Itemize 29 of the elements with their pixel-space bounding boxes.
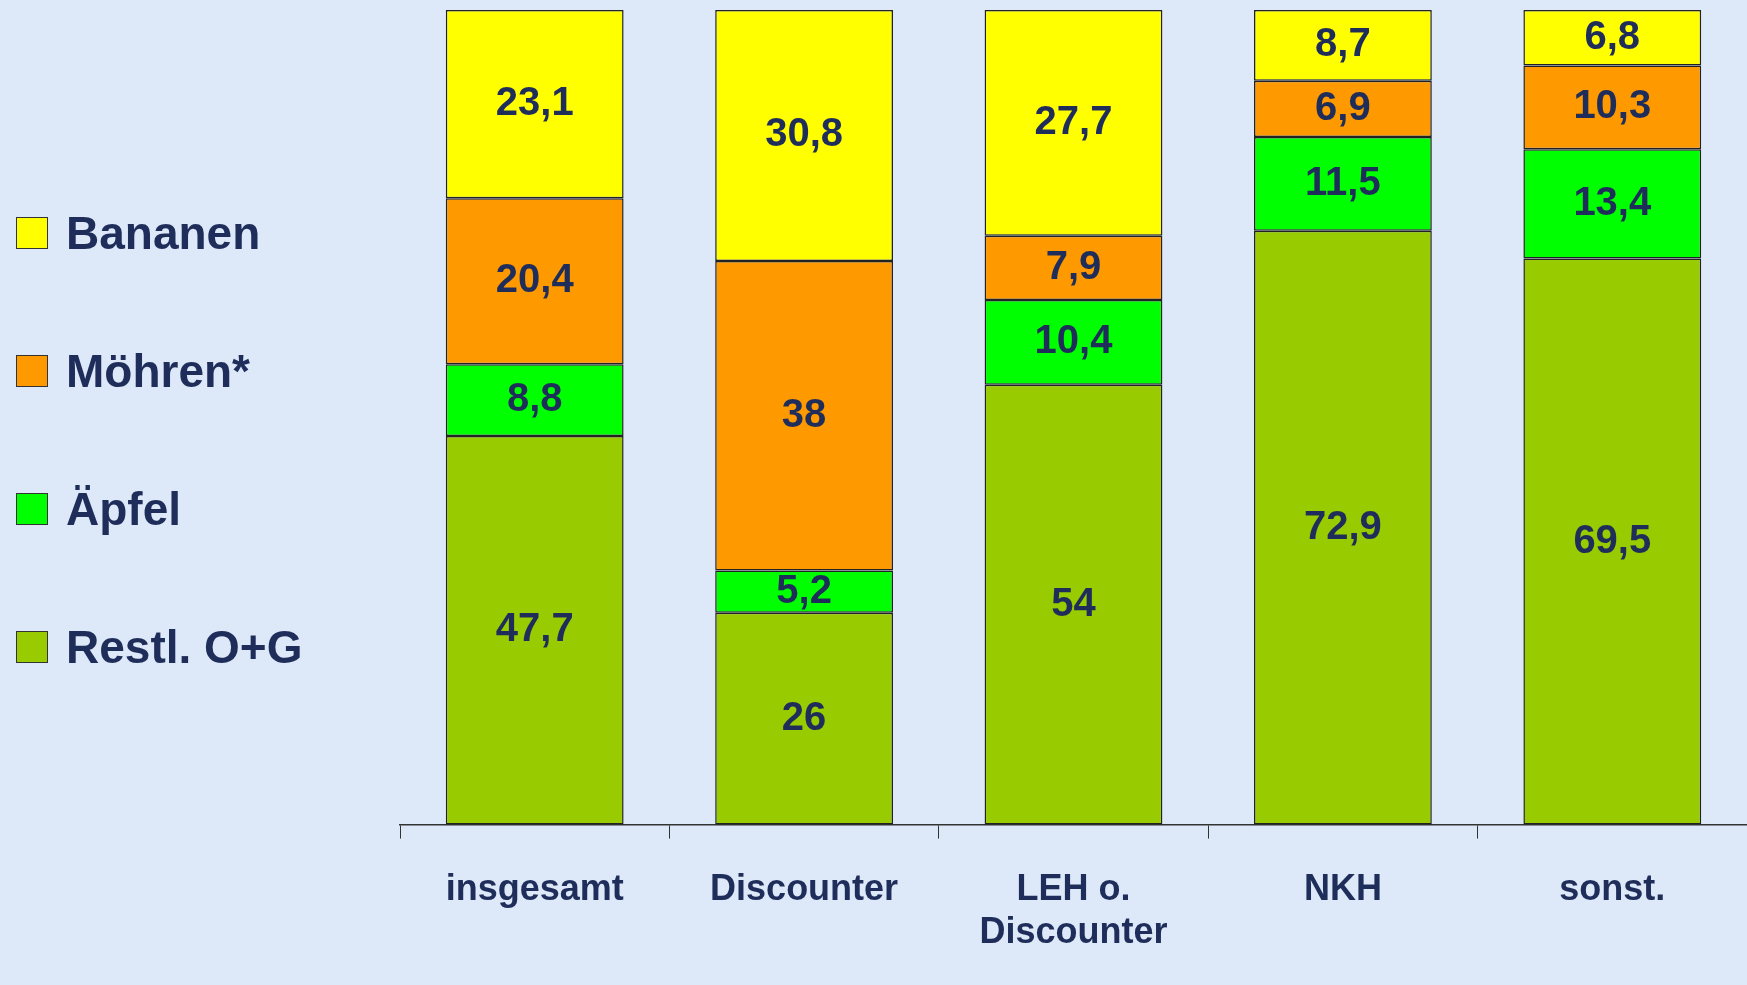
legend-label: Äpfel bbox=[66, 483, 181, 535]
data-label: 10,4 bbox=[1034, 317, 1114, 362]
data-label: 30,8 bbox=[765, 110, 844, 155]
data-label: 69,5 bbox=[1573, 516, 1652, 561]
data-label: 72,9 bbox=[1303, 502, 1382, 547]
legend-label: Möhren* bbox=[66, 345, 250, 397]
data-label: 47,7 bbox=[495, 605, 574, 650]
data-label: 54 bbox=[1051, 579, 1097, 624]
legend-label: Restl. O+G bbox=[66, 621, 303, 673]
x-tick-label: LEH o. Discounter bbox=[979, 867, 1168, 952]
data-label: 10,3 bbox=[1573, 82, 1652, 127]
data-label: 20,4 bbox=[495, 256, 575, 301]
data-label: 8,8 bbox=[506, 375, 563, 420]
data-label: 38 bbox=[781, 390, 827, 435]
data-label: 7,9 bbox=[1045, 242, 1102, 287]
x-tick-label: Discounter bbox=[710, 867, 899, 909]
x-tick-label: insgesamt bbox=[445, 867, 624, 909]
data-label: 6,9 bbox=[1315, 84, 1371, 129]
data-label: 13,4 bbox=[1573, 178, 1652, 223]
x-tick-label: NKH bbox=[1303, 867, 1382, 909]
data-label: 6,8 bbox=[1584, 12, 1641, 57]
data-label: 23,1 bbox=[495, 79, 574, 124]
data-label: 5,2 bbox=[776, 566, 832, 611]
data-label: 27,7 bbox=[1034, 97, 1113, 142]
data-label: 11,5 bbox=[1305, 158, 1381, 203]
x-tick-label: sonst. bbox=[1559, 867, 1666, 909]
data-label: 26 bbox=[781, 693, 827, 738]
legend-label: Bananen bbox=[66, 207, 261, 259]
data-label: 8,7 bbox=[1315, 20, 1371, 65]
